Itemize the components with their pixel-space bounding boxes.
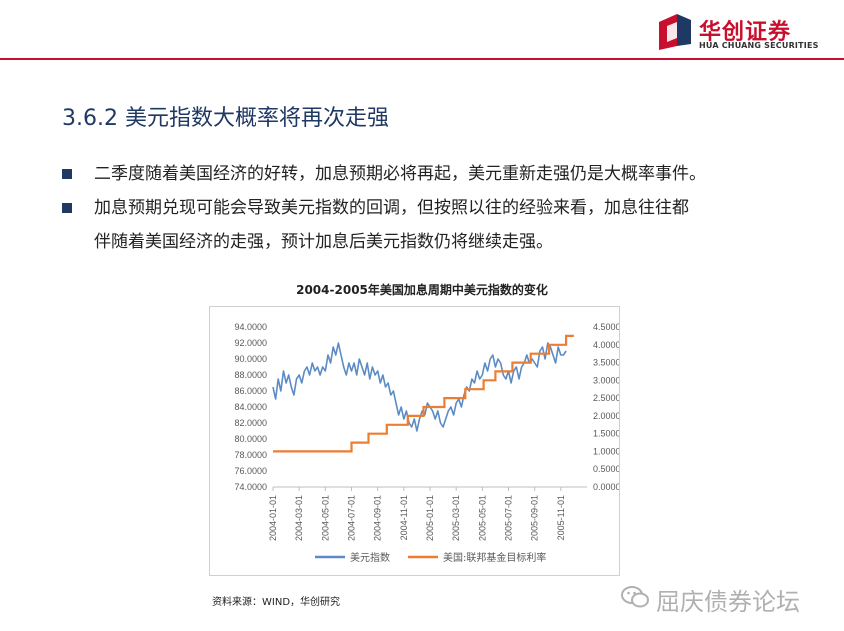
x-tick-label: 2005-05-01 [477, 495, 487, 541]
x-tick-label: 2005-03-01 [451, 495, 461, 541]
x-tick-label: 2004-07-01 [347, 495, 357, 541]
bullet-text: 伴随着美国经济的走强，预计加息后美元指数仍将继续走强。 [94, 232, 553, 252]
y-right-tick-label: 3.5000 [593, 358, 619, 368]
y-left-tick-label: 90.0000 [234, 354, 267, 364]
y-left-tick-label: 94.0000 [234, 322, 267, 332]
header-divider [0, 58, 844, 60]
y-right-tick-label: 1.0000 [593, 446, 619, 456]
x-tick-label: 2005-07-01 [504, 495, 514, 541]
series-line-dollar-index [272, 342, 567, 432]
y-left-tick-label: 88.0000 [234, 370, 267, 380]
chart-svg: 74.0000 76.0000 78.0000 80.0000 82.0000 84.00… [234, 322, 619, 564]
y-right-tick-label: 3.0000 [593, 375, 619, 385]
y-left-tick-label: 76.0000 [234, 466, 267, 476]
logo-mark-icon [659, 14, 691, 50]
brand-logo: 华创证券 HUA CHUANG SECURITIES [655, 10, 835, 58]
y-left-tick-label: 80.0000 [234, 434, 267, 444]
bullet-square-icon [62, 169, 72, 179]
brand-name-cn: 华创证券 [699, 20, 792, 45]
bullet-square-icon [62, 203, 72, 213]
x-tick-label: 2004-05-01 [320, 495, 330, 541]
x-tick-label: 2004-01-01 [268, 495, 278, 541]
y-left-tick-label: 86.0000 [234, 386, 267, 396]
y-left-tick-label: 78.0000 [234, 450, 267, 460]
watermark-text: 屈庆债券论坛 [656, 588, 800, 616]
section-title: 3.6.2 美元指数大概率将再次走强 [62, 106, 389, 131]
y-right-tick-label: 4.0000 [593, 340, 619, 350]
x-tick-label: 2004-03-01 [294, 495, 304, 541]
x-tick-label: 2004-11-01 [399, 495, 409, 540]
series-line-fed-funds-rate [273, 334, 574, 453]
bullet-text: 二季度随着美国经济的好转，加息预期必将再起，美元重新走强仍是大概率事件。 [94, 164, 706, 184]
y-left-tick-label: 92.0000 [234, 338, 267, 348]
brand-name-en: HUA CHUANG SECURITIES [699, 41, 819, 50]
chart-container: 74.0000 76.0000 78.0000 80.0000 82.0000 84.00… [209, 306, 620, 576]
y-right-tick-label: 0.0000 [593, 482, 619, 492]
y-right-tick-label: 0.5000 [593, 464, 619, 474]
y-left-tick-label: 84.0000 [234, 402, 267, 412]
bullet-text: 加息预期兑现可能会导致美元指数的回调，但按照以往的经验来看，加息往往都 [94, 198, 689, 218]
y-left-tick-label: 82.0000 [234, 418, 267, 428]
y-right-tick-label: 2.5000 [593, 393, 619, 403]
y-right-tick-label: 2.0000 [593, 411, 619, 421]
y-right-tick-label: 4.5000 [593, 322, 619, 332]
legend-label: 美元指数 [350, 551, 390, 564]
watermark: 屈庆债券论坛 [620, 578, 830, 618]
wechat-icon [621, 586, 649, 608]
legend-label: 美国:联邦基金目标利率 [443, 551, 546, 564]
source-note: 资料来源：WIND，华创研究 [212, 597, 341, 608]
x-tick-label: 2005-09-01 [530, 495, 540, 541]
x-tick-label: 2005-01-01 [425, 495, 435, 541]
chart-title: 2004-2005年美国加息周期中美元指数的变化 [296, 283, 548, 297]
x-tick-label: 2004-09-01 [373, 495, 383, 541]
y-left-tick-label: 74.0000 [234, 482, 267, 492]
y-right-tick-label: 1.5000 [593, 429, 619, 439]
x-tick-label: 2005-11-01 [556, 495, 566, 540]
